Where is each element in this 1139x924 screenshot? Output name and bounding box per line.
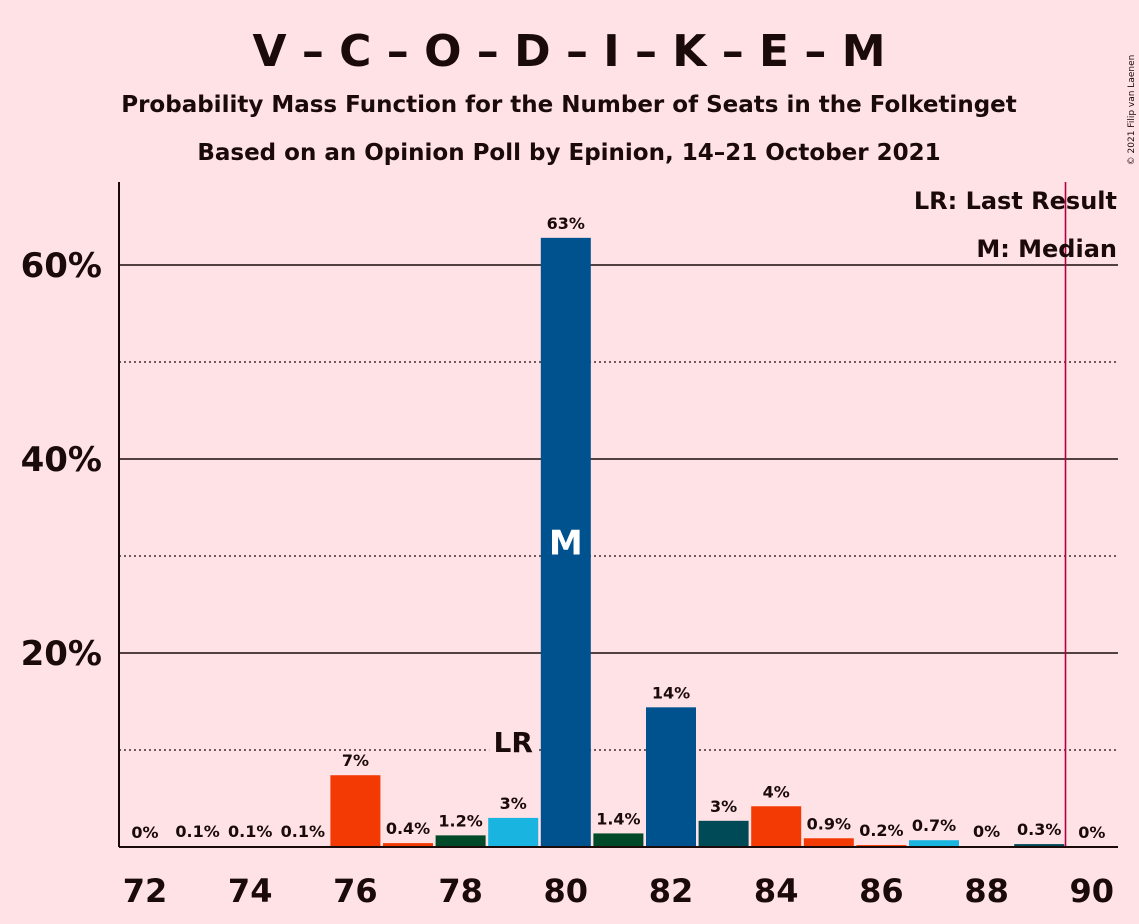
data-label-89: 0.3% [1017,820,1061,839]
data-label-72: 0% [131,823,158,842]
data-label-87: 0.7% [912,816,956,835]
y-tick-label: 40% [21,440,102,480]
gridlines [119,264,1118,751]
bar-77 [383,843,433,847]
legend-last-result: LR: Last Result [914,187,1117,215]
x-tick-label: 90 [1070,872,1115,910]
x-tick-label: 78 [438,872,483,910]
data-label-78: 1.2% [438,811,482,830]
chart-title: V – C – O – D – I – K – E – M [252,26,885,77]
bar-81 [593,833,644,847]
legend-median: M: Median [976,235,1117,263]
data-label-84: 4% [763,782,790,801]
data-label-74: 0.1% [228,822,272,841]
data-label-82: 14% [652,683,690,702]
data-labels: 0% 0.1% 0.1% 0.1% 7% 0.4% 1.2% 3% 63% 1.4% 14% 3% 4%… [131,205,1105,842]
x-tick-label: 82 [649,872,694,910]
bar-82 [646,707,696,847]
last-result-background [489,719,538,756]
data-label-77: 0.4% [386,819,430,838]
data-label-86: 0.2% [859,821,903,840]
data-label-75: 0.1% [281,822,325,841]
data-label-90: 0% [1078,823,1105,842]
data-label-73: 0.1% [175,822,219,841]
bar-83 [698,820,749,847]
bar-85 [803,838,854,847]
label-background [486,785,541,816]
x-tick-label: 88 [964,872,1009,910]
bar-76 [330,775,381,847]
bar-78 [435,835,486,847]
x-tick-label: 76 [333,872,378,910]
chart-subtitle-2: Based on an Opinion Poll by Epinion, 14–… [197,140,940,166]
x-tick-label: 86 [859,872,904,910]
bars [172,237,1065,848]
last-result-marker: LR [493,726,532,759]
chart-subtitle-1: Probability Mass Function for the Number… [121,92,1017,118]
bar-89 [1014,844,1065,847]
copyright-credit: © 2021 Filip van Laenen [1127,55,1137,166]
axes: 20% 40% 60% 72 74 76 78 80 82 84 86 88 90 [21,182,1118,910]
bar-87 [909,840,959,847]
x-tick-label: 72 [123,872,168,910]
bar-80 [540,237,591,848]
data-label-80: 63% [547,214,585,233]
y-tick-label: 60% [21,246,102,286]
bar-84 [751,806,802,847]
data-label-83: 3% [710,797,737,816]
data-label-79: 3% [500,794,527,813]
y-tick-label: 20% [21,634,102,674]
data-label-85: 0.9% [807,814,851,833]
x-tick-label: 80 [544,872,589,910]
label-background [538,205,593,236]
data-label-81: 1.4% [596,809,640,828]
data-label-88: 0% [973,822,1000,841]
bar-79 [488,817,539,847]
data-label-76: 7% [342,751,369,770]
x-tick-label: 84 [754,872,799,910]
median-marker: M [549,523,583,563]
x-tick-label: 74 [228,872,273,910]
